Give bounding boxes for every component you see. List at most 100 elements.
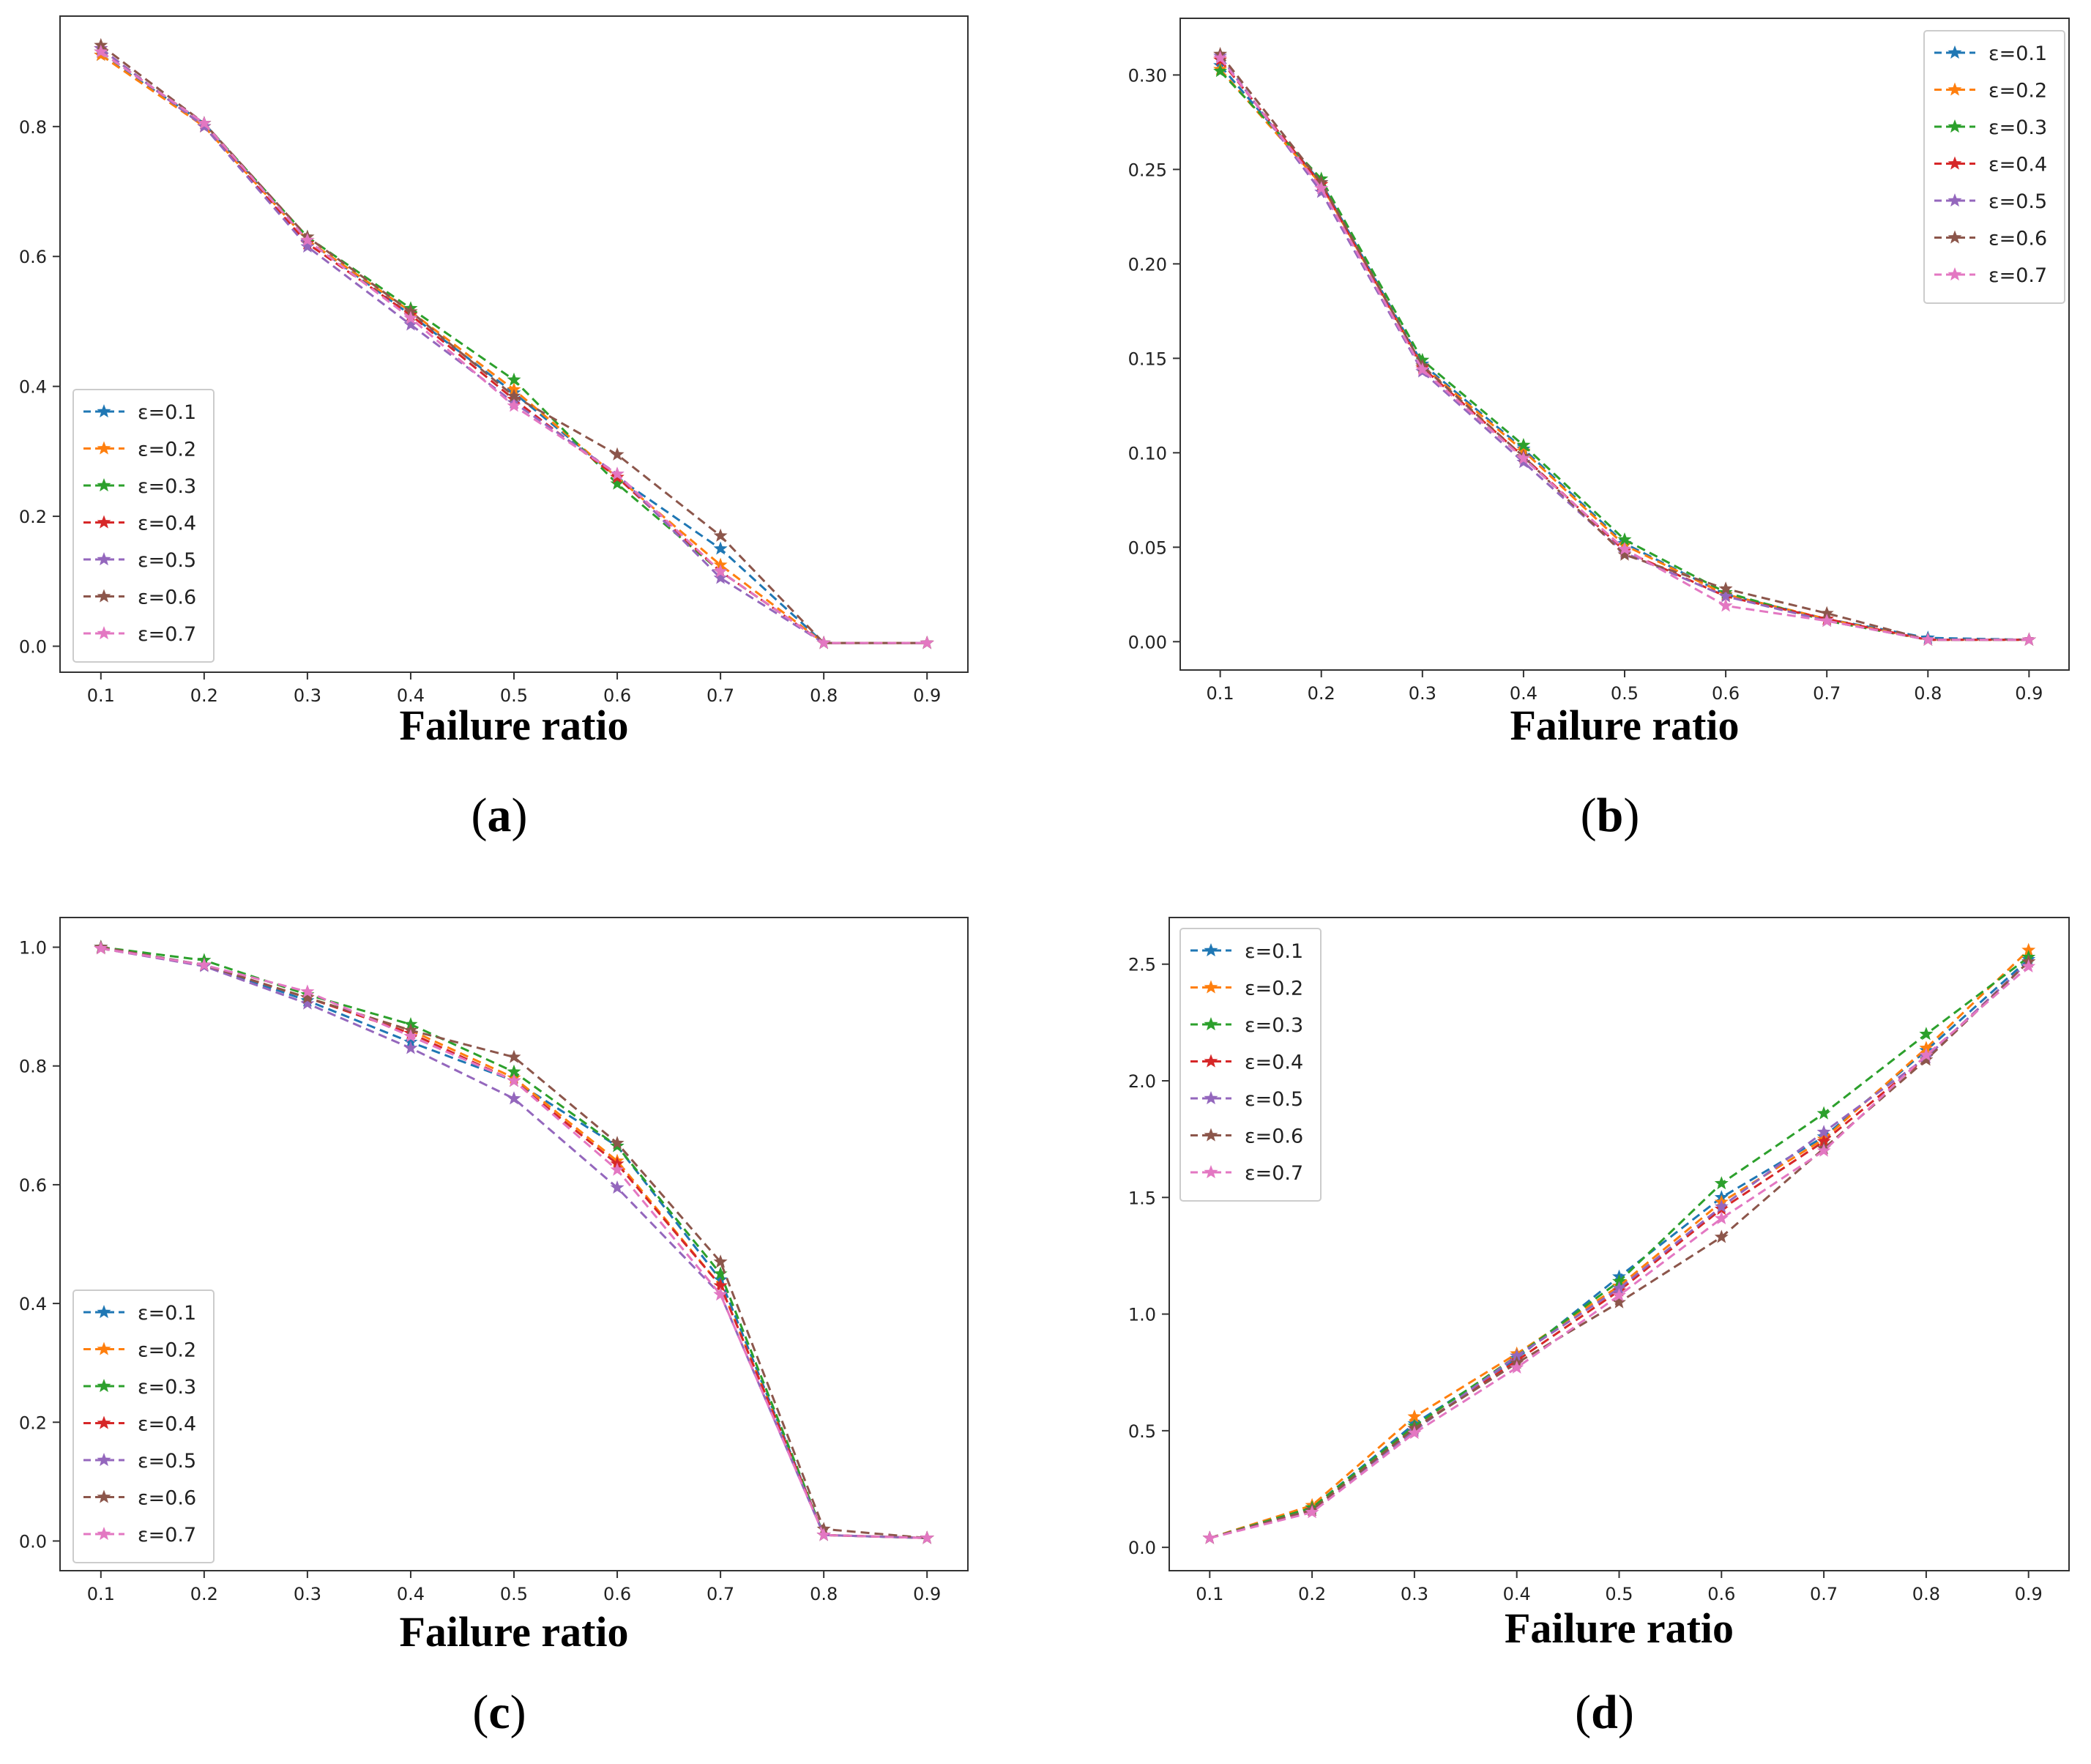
x-tick-label: 0.4	[1510, 683, 1538, 704]
legend-label: ε=0.5	[1245, 1088, 1303, 1111]
data-point	[507, 389, 521, 403]
data-point	[507, 1049, 521, 1063]
y-tick-label: 0.0	[19, 637, 47, 658]
data-point	[1718, 589, 1733, 603]
y-tick-label: 0.4	[19, 377, 47, 398]
legend-label: ε=0.5	[138, 549, 196, 572]
y-tick-label: 0.8	[19, 117, 47, 138]
series-line	[100, 946, 928, 1539]
legend-marker	[1947, 119, 1962, 133]
x-tick-label: 0.1	[1207, 683, 1234, 704]
data-point	[1816, 1106, 1831, 1120]
y-tick-label: 0.20	[1128, 254, 1167, 275]
series-line	[100, 947, 928, 1539]
x-tick-label: 0.8	[1914, 683, 1942, 704]
data-point	[1718, 581, 1733, 595]
data-point	[1612, 1281, 1626, 1295]
data-point	[94, 941, 108, 955]
x-tick-label: 0.6	[1712, 683, 1740, 704]
x-tick-label: 0.5	[500, 1584, 528, 1604]
series-6	[1213, 47, 2036, 646]
data-point	[403, 1041, 418, 1054]
legend-label: ε=0.2	[138, 1339, 196, 1362]
y-tick-label: 0.15	[1128, 349, 1167, 369]
data-point	[507, 372, 521, 386]
legend-marker	[1204, 1017, 1218, 1031]
chart-panel-a: 0.1 0.2 0.3 0.4 0.5 0.6 0.7 0.8 0.9 0.0 0.2 0.4 0.6 0…	[19, 15, 969, 842]
series-3	[1213, 64, 2036, 646]
data-point	[1714, 1199, 1729, 1213]
data-point	[1714, 1229, 1729, 1243]
data-point	[1407, 1426, 1422, 1440]
y-tick-label: 0.10	[1128, 443, 1167, 464]
data-point	[1816, 1143, 1831, 1157]
legend-marker	[97, 441, 111, 455]
series-line	[1209, 959, 2029, 1539]
x-tick-label: 0.9	[913, 685, 941, 706]
x-tick-label: 0.1	[1196, 1584, 1223, 1604]
x-tick-label: 0.5	[1611, 683, 1639, 704]
legend-label: ε=0.6	[1988, 228, 2047, 250]
series-3	[94, 939, 934, 1544]
data-point	[1819, 606, 1834, 619]
x-tick-label: 0.6	[603, 1584, 631, 1604]
x-tick-label: 0.3	[1401, 1584, 1428, 1604]
data-point	[1510, 1360, 1524, 1374]
series-line	[100, 44, 928, 644]
x-tick-label: 0.9	[913, 1584, 941, 1604]
data-point	[1919, 1041, 1934, 1054]
data-point	[1617, 547, 1632, 561]
legend-marker	[97, 589, 111, 603]
x-tick-label: 0.6	[603, 685, 631, 706]
legend-label: ε=0.2	[1245, 978, 1303, 1000]
series-4	[94, 941, 934, 1544]
legend-marker	[97, 1341, 111, 1355]
legend-label: ε=0.5	[138, 1450, 196, 1473]
series-7	[1202, 959, 2036, 1544]
y-tick-label: 1.0	[19, 938, 47, 959]
x-tick-label: 0.4	[1503, 1584, 1531, 1604]
legend-marker	[1947, 82, 1962, 96]
data-point	[1920, 632, 1935, 646]
y-tick-label: 2.5	[1128, 955, 1156, 975]
data-point	[1714, 1176, 1729, 1190]
legend: ε=0.1 ε=0.2 ε=0.3 ε=0.4 ε=0.5 ε=0.6 ε=0.7	[72, 389, 215, 663]
series-6	[1202, 954, 2036, 1544]
data-point	[2021, 959, 2036, 972]
series-6	[94, 939, 934, 1544]
legend-label: ε=0.6	[138, 1487, 196, 1510]
x-tick-label: 0.2	[1308, 683, 1335, 704]
legend-marker	[1947, 267, 1962, 281]
legend-marker	[1204, 1054, 1218, 1068]
x-tick-label: 0.7	[1813, 683, 1841, 704]
series-2	[94, 48, 934, 650]
data-point	[300, 990, 315, 1004]
data-point	[610, 1136, 625, 1150]
legend-label: ε=0.7	[138, 623, 196, 646]
legend-marker	[1204, 980, 1218, 994]
data-point	[713, 570, 728, 584]
series-1	[94, 48, 934, 650]
legend-marker	[97, 1489, 111, 1503]
legend-label: ε=0.7	[1245, 1162, 1303, 1185]
legend-marker	[97, 515, 111, 529]
data-point	[713, 541, 728, 555]
x-tick-label: 0.7	[1810, 1584, 1838, 1604]
series-line	[100, 53, 928, 644]
y-tick-label: 0.8	[19, 1057, 47, 1077]
series-6	[94, 37, 934, 650]
x-tick-label: 0.9	[2015, 683, 2043, 704]
data-point	[713, 1278, 728, 1292]
legend-label: ε=0.3	[1988, 116, 2047, 139]
y-tick-label: 0.30	[1128, 65, 1167, 86]
legend-marker	[1204, 1165, 1218, 1179]
data-point	[2021, 942, 2036, 956]
legend-box	[1179, 928, 1322, 1202]
x-tick-label: 0.8	[810, 1584, 838, 1604]
series-line	[100, 946, 928, 1539]
x-axis-label: Failure ratio	[1505, 1604, 1734, 1652]
data-point	[1314, 181, 1329, 195]
chart-panel-d: 0.1 0.2 0.3 0.4 0.5 0.6 0.7 0.8 0.9 0.0 0.5 1.0 1.5 2…	[1128, 917, 2070, 1739]
x-tick-label: 0.3	[1409, 683, 1436, 704]
legend-marker	[97, 1527, 111, 1541]
